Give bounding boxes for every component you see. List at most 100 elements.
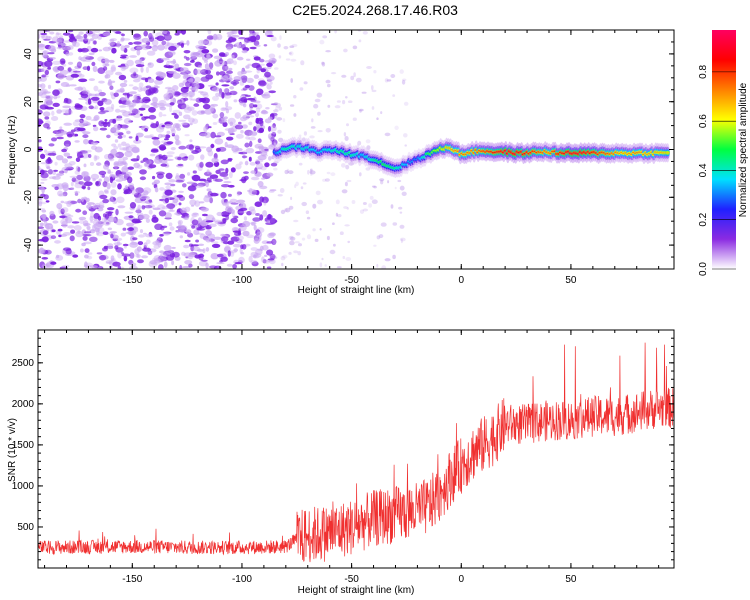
noise-blob: [347, 240, 351, 244]
noise-blob: [115, 247, 124, 253]
noise-blob: [38, 146, 43, 149]
y-tick-label: -20: [23, 190, 34, 205]
noise-blob: [243, 216, 247, 221]
noise-blob: [321, 61, 325, 65]
noise-blob: [130, 262, 137, 267]
noise-blob: [279, 35, 282, 40]
noise-blob: [78, 78, 88, 83]
noise-blob: [256, 64, 262, 71]
noise-blob: [343, 132, 347, 137]
noise-blob: [55, 134, 64, 137]
noise-blob: [140, 87, 148, 92]
noise-blob: [141, 37, 150, 44]
noise-blob: [45, 100, 53, 106]
noise-blob: [249, 162, 256, 166]
noise-blob: [248, 115, 255, 118]
noise-blob: [82, 210, 88, 215]
noise-blob: [258, 78, 264, 81]
noise-blob: [115, 108, 121, 113]
noise-blob: [83, 231, 92, 234]
noise-blob: [75, 157, 81, 162]
noise-blob: [164, 138, 169, 141]
noise-blob: [38, 139, 42, 143]
noise-blob: [269, 189, 277, 192]
noise-blob: [111, 80, 116, 84]
noise-blob: [117, 115, 123, 118]
noise-blob: [290, 236, 296, 241]
noise-blob: [208, 223, 217, 228]
noise-blob: [39, 222, 44, 227]
noise-blob: [135, 207, 141, 214]
noise-blob: [158, 210, 167, 217]
noise-blob: [91, 61, 96, 67]
noise-blob: [289, 51, 294, 56]
noise-blob: [152, 96, 158, 104]
noise-blob: [266, 249, 274, 256]
noise-blob: [184, 239, 191, 243]
noise-blob: [92, 116, 99, 122]
noise-blob: [116, 88, 125, 93]
noise-blob: [346, 123, 349, 127]
noise-blob: [138, 74, 143, 81]
noise-blob: [303, 131, 307, 136]
noise-blob: [48, 40, 57, 44]
noise-blob: [119, 56, 127, 59]
noise-blob: [181, 70, 189, 74]
noise-blob: [47, 52, 55, 55]
noise-blob: [273, 109, 279, 113]
noise-blob: [163, 244, 172, 252]
noise-blob: [52, 60, 61, 65]
noise-blob: [83, 33, 88, 39]
noise-blob: [234, 112, 241, 119]
noise-blob: [120, 37, 125, 42]
noise-blob: [47, 66, 51, 70]
noise-blob: [330, 72, 337, 75]
noise-blob: [247, 63, 252, 66]
noise-blob: [64, 168, 73, 171]
noise-blob: [100, 110, 110, 113]
snr-line: [38, 342, 674, 563]
noise-blob: [38, 226, 44, 229]
noise-blob: [229, 90, 238, 96]
noise-blob: [63, 152, 71, 157]
noise-blob: [44, 249, 52, 255]
noise-blob: [249, 35, 257, 43]
noise-blob: [49, 210, 55, 216]
x-tick-label: 50: [565, 275, 577, 286]
noise-blob: [43, 220, 48, 227]
noise-blob: [211, 157, 219, 164]
noise-blob: [255, 112, 259, 118]
noise-blob: [104, 99, 112, 105]
noise-blob: [217, 120, 227, 124]
noise-blob: [165, 65, 174, 69]
noise-blob: [63, 112, 71, 116]
noise-blob: [256, 227, 265, 234]
noise-blob: [133, 162, 140, 169]
noise-blob: [309, 169, 313, 174]
noise-blob: [81, 171, 89, 178]
noise-blob: [98, 92, 106, 97]
noise-blob: [130, 241, 138, 245]
noise-blob: [368, 203, 372, 208]
noise-blob: [112, 153, 120, 157]
noise-blob: [210, 143, 215, 149]
noise-blob: [255, 158, 264, 163]
noise-blob: [97, 215, 102, 221]
noise-blob: [282, 254, 288, 259]
noise-blob: [325, 79, 331, 84]
noise-blob: [164, 197, 169, 204]
noise-blob: [61, 220, 68, 228]
noise-blob: [78, 122, 87, 127]
noise-blob: [220, 256, 228, 262]
noise-blob: [204, 63, 210, 70]
noise-blob: [174, 140, 182, 146]
noise-blob: [137, 86, 143, 93]
noise-blob: [94, 105, 99, 110]
noise-blob: [120, 38, 124, 43]
noise-blob: [210, 192, 219, 197]
noise-blob: [373, 185, 377, 189]
noise-blob: [230, 236, 240, 242]
noise-blob: [115, 218, 124, 226]
noise-blob: [300, 186, 304, 190]
